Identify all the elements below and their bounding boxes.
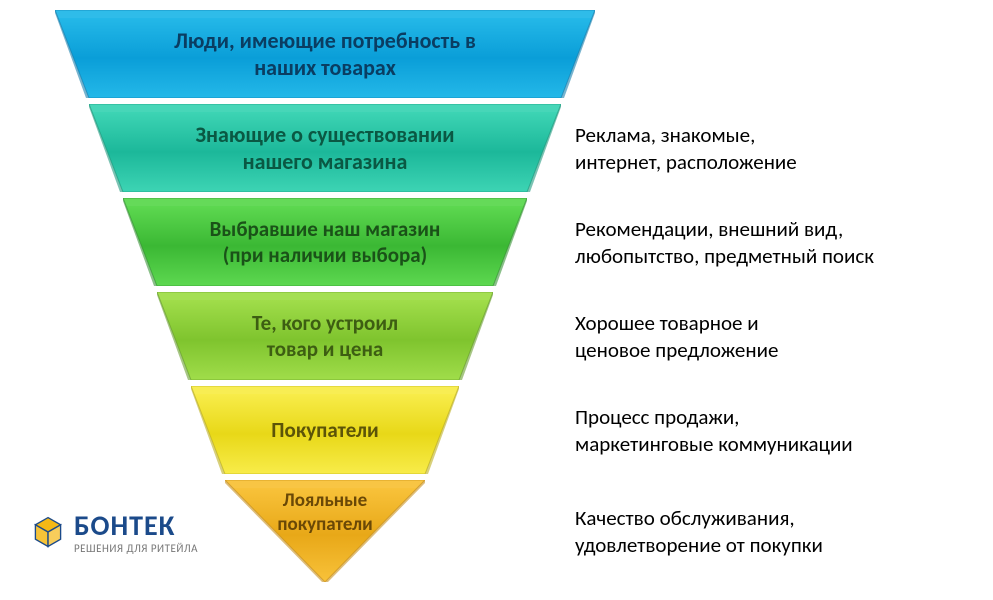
funnel-level-3: Те, кого устроилтовар и цена <box>157 292 493 380</box>
funnel-level-text-3: Те, кого устроилтовар и цена <box>222 310 428 363</box>
funnel-level-text-0: Люди, имеющие потребность внаших товарах <box>144 27 506 82</box>
funnel-level-0: Люди, имеющие потребность внаших товарах <box>55 10 595 98</box>
logo: БОНТЕК РЕШЕНИЯ ДЛЯ РИТЕЙЛА <box>30 512 198 555</box>
funnel-level-1: Знающие о существованиинашего магазина <box>89 104 561 192</box>
logo-text-block: БОНТЕК РЕШЕНИЯ ДЛЯ РИТЕЙЛА <box>74 512 198 555</box>
funnel-level-text-1: Знающие о существованиинашего магазина <box>165 121 484 176</box>
annotation-5: Качество обслуживания,удовлетворение от … <box>575 505 823 560</box>
funnel-level-5: Лояльныепокупатели <box>225 480 425 582</box>
logo-cube-icon <box>30 514 66 550</box>
funnel-level-text-5: Лояльныепокупатели <box>247 489 402 537</box>
funnel-container: Люди, имеющие потребность внаших товарах… <box>55 10 595 582</box>
logo-tagline: РЕШЕНИЯ ДЛЯ РИТЕЙЛА <box>74 542 198 555</box>
funnel-level-4: Покупатели <box>191 386 459 474</box>
logo-name: БОНТЕК <box>74 512 198 540</box>
funnel-level-text-4: Покупатели <box>241 417 408 443</box>
annotation-1: Реклама, знакомые,интернет, расположение <box>575 122 797 177</box>
annotation-2: Рекомендации, внешний вид,любопытство, п… <box>575 216 874 271</box>
funnel-level-2: Выбравшие наш магазин(при наличии выбора… <box>123 198 527 286</box>
annotation-4: Процесс продажи,маркетинговые коммуникац… <box>575 404 853 459</box>
funnel-level-text-2: Выбравшие наш магазин(при наличии выбора… <box>180 216 471 269</box>
annotation-3: Хорошее товарное иценовое предложение <box>575 310 778 365</box>
